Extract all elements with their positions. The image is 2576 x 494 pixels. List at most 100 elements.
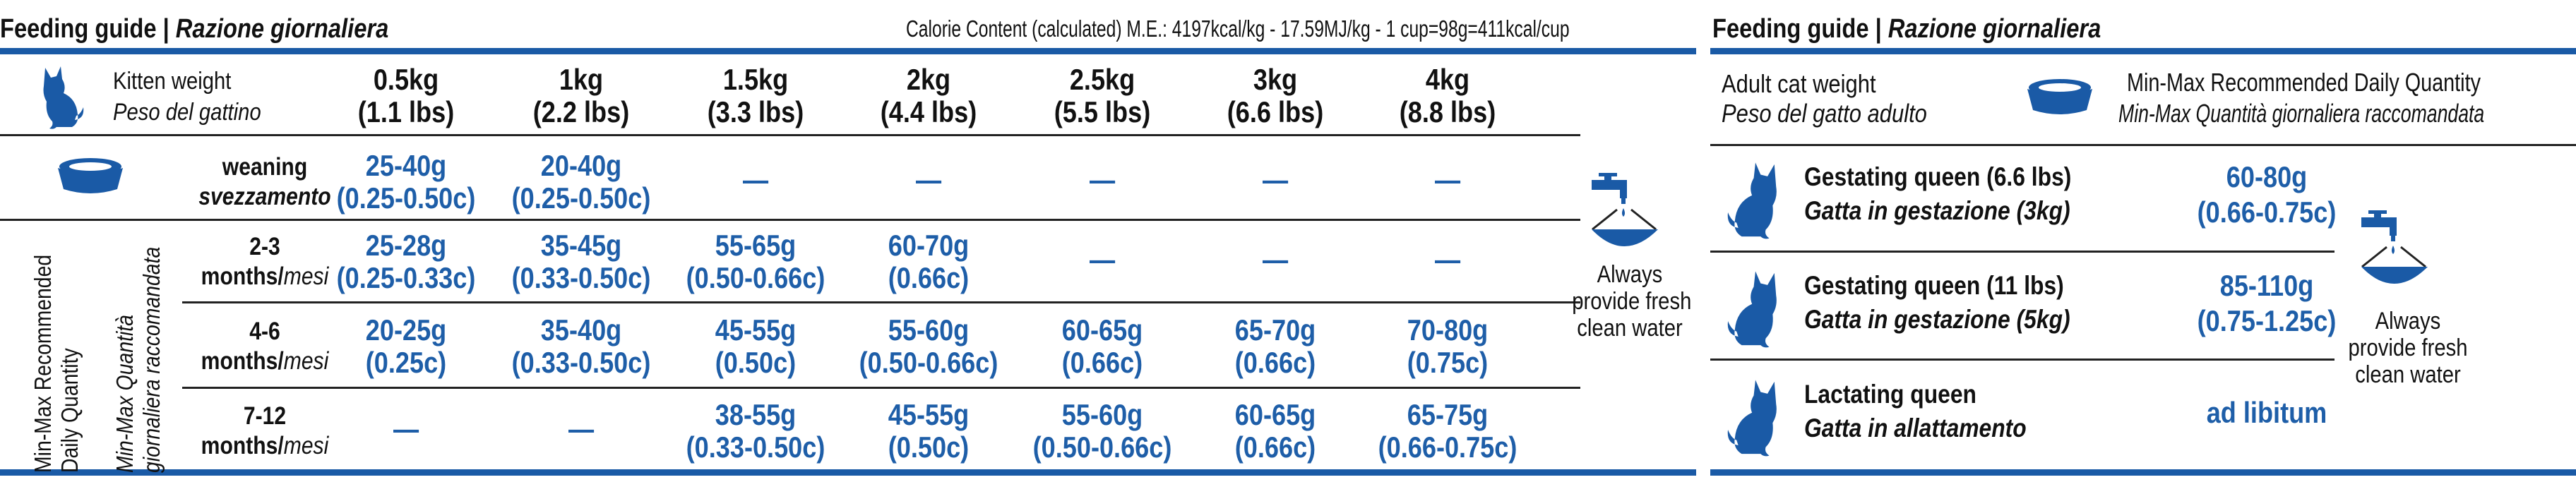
kitten-row-label-months: months/ — [201, 263, 284, 290]
right-header-divider — [1710, 144, 2576, 146]
right-bottom-bar — [1710, 469, 2576, 476]
qty-cups: (0.66c) — [1061, 346, 1143, 379]
kitten-row-label-line-2: months/mesi — [192, 262, 338, 291]
kitten-row-label: 7-12 months/mesi — [192, 402, 338, 461]
kitten-row-label: 2-3 months/mesi — [192, 232, 338, 291]
kitten-qty-cell: — — [496, 399, 667, 445]
adult-weight-label-it: Peso del gatto adulto — [1722, 99, 1927, 128]
qty-cups: (0.50-0.66c) — [859, 346, 998, 379]
weight-col-header: 2kg (4.4 lbs) — [856, 64, 1001, 128]
qty-grams: 45-55g — [715, 313, 797, 347]
side-label-en-2: Daily Quantity — [56, 348, 83, 473]
adult-row-label-it: Gatta in gestazione (5kg) — [1804, 305, 2070, 334]
kitten-qty-cell: — — [1191, 229, 1361, 276]
left-header-divider — [0, 134, 1580, 136]
cat-sitting-icon — [43, 66, 84, 129]
qty-grams: ad libitum — [2206, 396, 2327, 429]
kitten-weight-label-it: Peso del gattino — [113, 99, 261, 126]
qty-grams: 85-110g — [2219, 269, 2314, 302]
kitten-row-label-months: months/ — [201, 432, 284, 459]
kitten-row-label-line-2: months/mesi — [192, 431, 338, 461]
left-row-divider-2 — [182, 387, 1580, 389]
right-top-bar — [1710, 48, 2576, 54]
kitten-row-label-line-1: 7-12 — [243, 402, 287, 430]
kitten-qty-cell: — — [1363, 150, 1533, 196]
kitten-row-label-line-2: months/mesi — [192, 347, 338, 376]
empty-dash: — — [1262, 243, 1289, 276]
left-water-text: Always provide fresh clean water — [1572, 261, 1692, 342]
kitten-qty-cell: — — [1191, 150, 1361, 196]
weight-col-header: 1.5kg (3.3 lbs) — [683, 64, 828, 128]
qty-cups: (0.66c) — [888, 261, 970, 294]
qty-grams: 20-25g — [365, 313, 447, 347]
qty-cups: (0.25-0.33c) — [336, 261, 476, 294]
empty-dash: — — [1089, 163, 1116, 196]
left-header-title: Feeding guide | — [0, 14, 176, 44]
adult-qty-label-it: Min-Max Quantità giornaliera raccomandat… — [2118, 99, 2485, 128]
weight-lbs: (2.2 lbs) — [532, 95, 630, 128]
qty-cups: (0.66-0.75c) — [2197, 195, 2337, 229]
right-row-divider-2 — [1710, 359, 2334, 361]
adult-qty-cell: 85-110g (0.75-1.25c) — [2188, 268, 2346, 339]
right-water-line-3: clean water — [2355, 361, 2461, 388]
left-weaning-divider — [0, 219, 1580, 221]
qty-cups: (0.33-0.50c) — [686, 430, 825, 464]
qty-grams: 60-70g — [888, 229, 970, 262]
weight-kg: 4kg — [1425, 63, 1470, 96]
adult-weight-label: Adult cat weight — [1722, 69, 1876, 98]
kitten-weight-label: Kitten weight — [113, 68, 232, 95]
kitten-qty-cell: — — [1018, 150, 1188, 196]
kitten-qty-cell: 25-40g (0.25-0.50c) — [321, 150, 491, 215]
qty-cups: (0.66c) — [1234, 346, 1316, 379]
weight-kg: 0.5kg — [373, 63, 439, 96]
qty-grams: 60-80g — [2226, 160, 2308, 193]
right-header-title-italic: Razione giornaliera — [1888, 14, 2101, 44]
side-label-en-1: Min-Max Recommended — [30, 254, 56, 473]
kitten-qty-cell: — — [844, 150, 1014, 196]
kitten-row-label-months: months/ — [201, 347, 284, 375]
water-tap-icon — [2361, 210, 2428, 284]
left-top-bar — [0, 48, 1696, 54]
kitten-row-label-line-2: svezzamento — [192, 182, 338, 212]
qty-grams: 55-60g — [888, 313, 970, 347]
weight-lbs: (5.5 lbs) — [1054, 95, 1151, 128]
kitten-qty-cell: 60-65g (0.66c) — [1018, 314, 1188, 379]
weight-kg: 1.5kg — [722, 63, 789, 96]
qty-cups: (0.66c) — [1234, 430, 1316, 464]
kitten-row-label-mesi: mesi — [283, 347, 329, 375]
kitten-qty-cell: 60-70g (0.66c) — [844, 229, 1014, 294]
empty-dash: — — [1262, 163, 1289, 196]
kitten-qty-cell: — — [671, 150, 841, 196]
qty-grams: 65-70g — [1234, 313, 1316, 347]
qty-cups: (0.25-0.50c) — [511, 181, 651, 215]
weight-col-header: 4kg (8.8 lbs) — [1375, 64, 1520, 128]
kitten-qty-cell: 35-40g (0.33-0.50c) — [496, 314, 667, 379]
adult-row-label-it: Gatta in allattamento — [1804, 414, 2027, 442]
weight-col-header: 3kg (6.6 lbs) — [1203, 64, 1348, 128]
food-bowl-icon — [2027, 79, 2092, 114]
qty-grams: 45-55g — [888, 398, 970, 431]
adult-qty-cell: 60-80g (0.66-0.75c) — [2188, 159, 2346, 230]
weight-col-header: 0.5kg (1.1 lbs) — [333, 64, 479, 128]
weight-kg: 3kg — [1253, 63, 1298, 96]
food-bowl-icon — [58, 158, 123, 193]
weight-kg: 1kg — [559, 63, 604, 96]
side-label-it: Min-Max Quantità giornaliera raccomandat… — [112, 210, 165, 473]
kitten-qty-cell: 45-55g (0.50c) — [844, 399, 1014, 464]
qty-cups: (0.33-0.50c) — [511, 261, 651, 294]
kitten-qty-cell: 20-25g (0.25c) — [321, 314, 491, 379]
kitten-qty-cell: 65-75g (0.66-0.75c) — [1363, 399, 1533, 464]
kitten-qty-cell: 25-28g (0.25-0.33c) — [321, 229, 491, 294]
kitten-qty-cell: — — [1363, 229, 1533, 276]
cat-sitting-icon — [1727, 162, 1777, 239]
left-water-line-2: provide fresh — [1572, 288, 1692, 315]
qty-grams: 60-65g — [1234, 398, 1316, 431]
qty-grams: 35-45g — [540, 229, 622, 262]
empty-dash: — — [393, 412, 419, 445]
right-header-title: Feeding guide | — [1712, 14, 1888, 44]
calorie-content-text: Calorie Content (calculated) M.E.: 4197k… — [906, 16, 1570, 42]
adult-row-label: Gestating queen (11 lbs) — [1804, 271, 2064, 300]
calorie-content: Calorie Content (calculated) M.E.: 4197k… — [906, 16, 1570, 42]
weight-kg: 2kg — [906, 63, 951, 96]
kitten-qty-cell: — — [1018, 229, 1188, 276]
